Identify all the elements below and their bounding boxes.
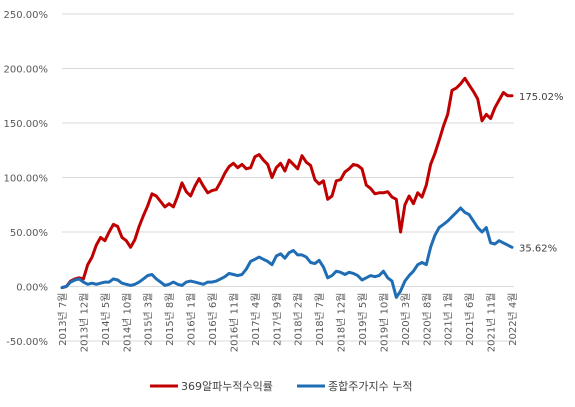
- y-tick-label: 200.00%: [4, 65, 49, 76]
- x-tick-label: 2017년 9월: [271, 293, 283, 346]
- x-tick-label: 2014년 10월: [121, 293, 133, 353]
- y-tick-label: 100.00%: [4, 174, 49, 185]
- x-tick-label: 2021년 11월: [486, 293, 498, 353]
- y-tick-label: 0.00%: [16, 283, 48, 294]
- x-tick-label: 2015년 3월: [143, 293, 155, 346]
- x-tick-label: 2018년 7월: [314, 293, 326, 346]
- x-tick-label: 2021년 6월: [464, 293, 476, 346]
- x-tick-label: 2020년 3월: [400, 293, 412, 346]
- x-tick-label: 2019년 10월: [378, 293, 390, 353]
- y-tick-label: 150.00%: [4, 119, 49, 130]
- series-line-2: [60, 206, 514, 299]
- series-end-label: 35.62%: [519, 243, 557, 254]
- y-tick-label: 250.00%: [4, 10, 49, 21]
- x-tick-label: 2015년 8월: [164, 293, 176, 346]
- x-tick-label: 2017년 4월: [250, 293, 262, 346]
- y-axis-ticks: -50.00% 0.00% 50.00% 100.00% 150.00% 200.00% 2…: [4, 10, 49, 348]
- legend: 369알파누적수익률 종합주가지수 누적: [150, 379, 412, 393]
- series-end-label: 175.02%: [519, 92, 564, 103]
- series-line-1: [60, 76, 514, 290]
- gridlines: [62, 13, 514, 342]
- legend-label: 종합주가지수 누적: [328, 380, 412, 393]
- y-tick-label: 50.00%: [10, 228, 48, 239]
- x-tick-label: 2022년 4월: [507, 293, 519, 346]
- x-tick-label: 2016년 1월: [186, 293, 198, 346]
- x-tick-label: 2016년 6월: [207, 293, 219, 346]
- x-tick-label: 2016년 11월: [228, 293, 240, 353]
- x-tick-label: 2014년 5월: [100, 293, 112, 346]
- x-axis-ticks: 2013년 7월 2013년 12월 2014년 5월 2014년 10월 2015년 …: [57, 293, 519, 353]
- x-tick-label: 2021년 1월: [443, 293, 455, 346]
- legend-label: 369알파누적수익률: [181, 379, 273, 393]
- x-tick-label: 2018년 12월: [336, 293, 348, 353]
- x-tick-label: 2020년 8월: [421, 293, 433, 346]
- x-tick-label: 2019년 5월: [357, 293, 369, 346]
- x-tick-label: 2018년 2월: [293, 293, 305, 346]
- y-tick-label: -50.00%: [6, 337, 48, 348]
- series-lines: [60, 76, 514, 299]
- series-end-labels: 175.02% 35.62%: [519, 92, 564, 255]
- x-tick-label: 2013년 12월: [78, 293, 90, 353]
- x-tick-label: 2013년 7월: [57, 293, 69, 346]
